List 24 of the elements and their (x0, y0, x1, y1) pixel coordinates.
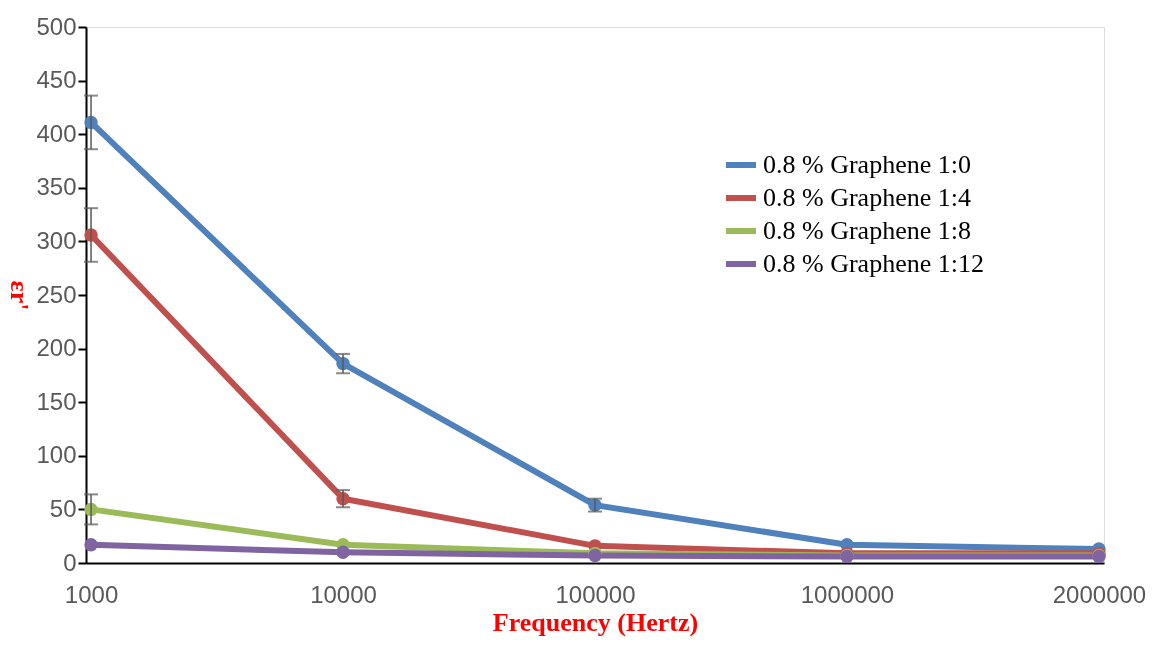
y-tick-label: 500 (36, 12, 77, 40)
legend-label: 0.8 % Graphene 1:12 (763, 249, 984, 278)
y-tick-label: 100 (36, 441, 77, 469)
y-tick-label: 450 (36, 66, 77, 94)
y-tick-label: 350 (36, 173, 77, 201)
y-tick-label: 150 (36, 387, 77, 415)
legend-label: 0.8 % Graphene 1:8 (763, 216, 971, 245)
x-tick-label: 2000000 (1052, 580, 1147, 608)
x-axis-title: Frequency (Hertz) (492, 607, 699, 637)
y-tick-label: 250 (36, 280, 77, 308)
y-tick-label: 300 (36, 226, 77, 254)
point (336, 545, 350, 559)
x-tick-label: 1000000 (800, 580, 895, 608)
y-axis-title: εr' (5, 280, 35, 311)
y-tick-label: 0 (63, 548, 77, 576)
legend-label: 0.8 % Graphene 1:4 (763, 183, 971, 212)
y-tick-label: 200 (36, 334, 77, 362)
x-tick-label: 100000 (555, 580, 636, 608)
x-tick-label: 10000 (310, 580, 377, 608)
point (84, 538, 98, 552)
legend-label: 0.8 % Graphene 1:0 (763, 150, 971, 179)
x-tick-label: 1000 (64, 580, 119, 608)
y-tick-label: 400 (36, 119, 77, 147)
y-tick-label: 50 (49, 494, 77, 522)
